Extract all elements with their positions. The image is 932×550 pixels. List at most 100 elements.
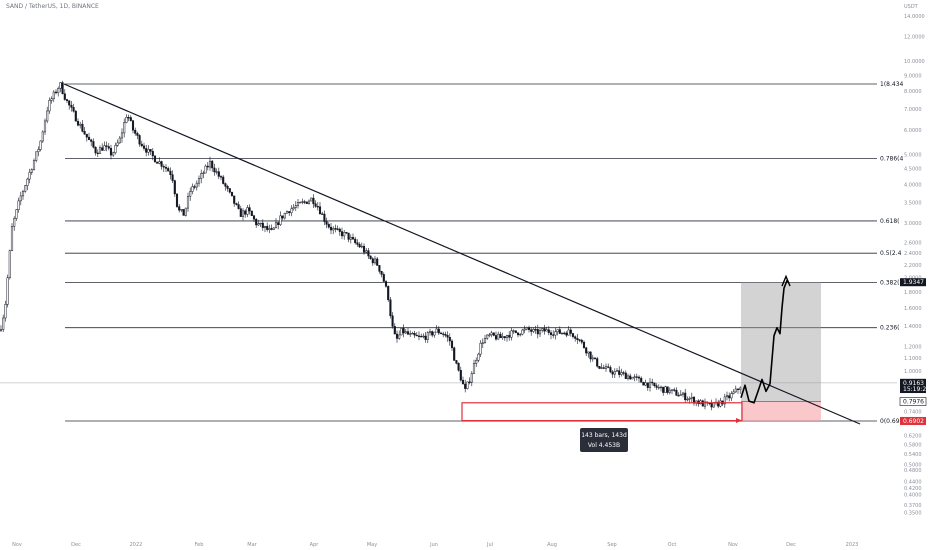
candle-down <box>530 329 533 332</box>
candle-up <box>208 160 212 168</box>
candle-up <box>307 200 311 204</box>
candle-up <box>103 145 106 151</box>
candle-up <box>6 277 9 305</box>
price-tag-label: 0.9163 <box>903 380 924 387</box>
candle-down <box>72 107 75 112</box>
candle-down <box>651 381 654 384</box>
fib-level-label: 0.786(4 <box>880 155 904 162</box>
candle-up <box>501 336 504 339</box>
candle-down <box>457 363 460 371</box>
candle-down <box>217 171 220 177</box>
candle-down <box>109 147 113 156</box>
candle-up <box>373 258 377 264</box>
position-stop-zone <box>741 401 821 421</box>
candle-down <box>439 332 443 335</box>
candle-up <box>195 182 198 188</box>
candle-down <box>582 341 586 349</box>
price-tag-box <box>900 385 926 394</box>
candle-down <box>250 210 253 217</box>
candle-down <box>640 377 643 383</box>
candle-down <box>347 232 350 240</box>
x-tick-label: Sep <box>607 542 616 548</box>
candle-up <box>186 195 190 209</box>
y-tick-label: 9.0000 <box>904 73 922 79</box>
candle-down <box>266 226 269 230</box>
candle-up <box>398 334 401 339</box>
x-tick-label: Mar <box>247 542 257 548</box>
candle-up <box>719 400 722 407</box>
candle-up <box>184 207 187 216</box>
candle-up <box>241 210 245 217</box>
candle-up <box>404 331 407 334</box>
candle-up <box>200 173 203 179</box>
candle-up <box>477 353 480 361</box>
y-tick-label: 2.2000 <box>904 263 922 269</box>
candle-up <box>679 394 682 396</box>
candle-up <box>180 209 183 211</box>
candle-down <box>142 145 146 149</box>
candle-up <box>538 329 542 335</box>
candle-down <box>717 401 720 407</box>
candle-up <box>39 140 42 150</box>
y-tick-label: 1.8000 <box>904 290 922 296</box>
candle-down <box>684 392 687 401</box>
candle-down <box>448 336 451 342</box>
candle-up <box>365 250 368 253</box>
y-tick-label: 0.5400 <box>904 452 922 458</box>
candle-down <box>527 327 531 330</box>
candle-down <box>277 222 280 225</box>
candle-down <box>558 329 561 334</box>
price-tag-label: 0.7976 <box>903 398 924 405</box>
y-tick-label: 1.4000 <box>904 324 922 330</box>
candle-down <box>499 333 502 339</box>
candle-down <box>653 382 656 387</box>
candle-down <box>624 372 627 379</box>
measure-arrow-head <box>736 418 742 423</box>
candle-down <box>153 155 157 163</box>
candle-up <box>479 342 482 355</box>
y-tick-label: 10.0000 <box>904 59 925 65</box>
candle-down <box>552 334 555 336</box>
candle-up <box>120 132 124 139</box>
candle-down <box>325 221 328 225</box>
candle-down <box>585 347 588 354</box>
candle-down <box>233 195 236 204</box>
candle-up <box>123 122 126 134</box>
candle-up <box>257 223 260 226</box>
candle-up <box>475 360 478 364</box>
candle-up <box>668 389 671 393</box>
candle-up <box>409 333 412 335</box>
candle-up <box>30 169 33 173</box>
y-tick-label: 6.0000 <box>904 128 922 134</box>
candle-down <box>167 168 170 172</box>
y-tick-label: 0.7400 <box>904 410 922 416</box>
candle-down <box>655 385 658 388</box>
candle-down <box>736 388 740 391</box>
candle-up <box>521 329 524 335</box>
candle-down <box>288 211 291 214</box>
candle-down <box>134 129 137 134</box>
candle-up <box>290 208 293 214</box>
range-box <box>461 402 743 422</box>
candle-down <box>323 213 326 222</box>
candle-down <box>446 335 449 338</box>
tooltip-bars: 143 bars, 143d <box>581 432 627 439</box>
candle-up <box>259 222 262 225</box>
candle-down <box>593 357 597 359</box>
candle-down <box>637 376 641 379</box>
candle-up <box>497 333 500 340</box>
candle-up <box>411 332 414 335</box>
candle-up <box>114 145 117 154</box>
candle-up <box>600 367 603 369</box>
candle-up <box>158 161 161 164</box>
candle-up <box>620 372 623 375</box>
candle-up <box>670 389 674 391</box>
candle-down <box>642 381 645 386</box>
candle-up <box>37 149 40 153</box>
candle-down <box>314 203 317 207</box>
candle-down <box>237 204 240 209</box>
candle-down <box>494 335 498 340</box>
candle-down <box>710 402 713 408</box>
candle-down <box>622 372 625 374</box>
